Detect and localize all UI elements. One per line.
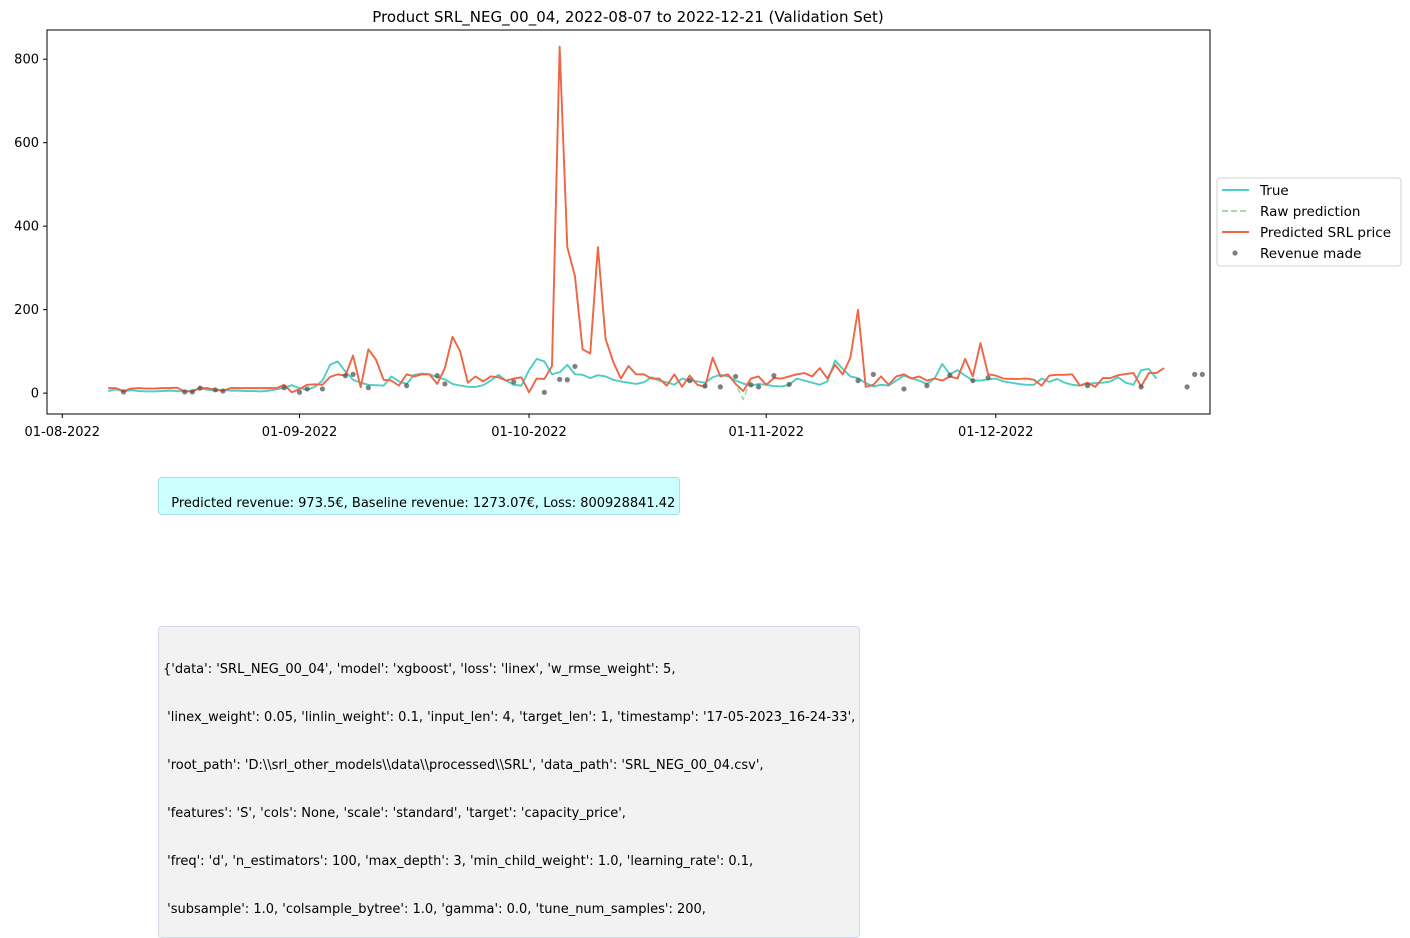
y-tick-label: 0 [31, 387, 39, 402]
params-line: 'linex_weight': 0.05, 'linlin_weight': 0… [163, 710, 856, 725]
revenue-point [220, 388, 226, 394]
revenue-point [182, 389, 188, 395]
legend-label: Revenue made [1260, 246, 1361, 262]
revenue-summary-box: Predicted revenue: 973.5€, Baseline reve… [158, 477, 681, 515]
revenue-point [924, 383, 930, 389]
revenue-point [281, 385, 287, 391]
x-tick-label: 01-11-2022 [728, 425, 804, 440]
revenue-point [564, 377, 570, 383]
legend-frame [1216, 177, 1402, 267]
x-tick-label: 01-12-2022 [958, 425, 1034, 440]
y-tick-label: 600 [14, 136, 39, 151]
plot-area [46, 29, 1211, 415]
revenue-point [342, 373, 348, 379]
legend-label: True [1259, 183, 1289, 199]
y-tick-label: 200 [14, 303, 39, 318]
x-tick-label: 01-08-2022 [25, 425, 101, 440]
y-tick-label: 400 [14, 220, 39, 235]
revenue-point [442, 381, 448, 387]
revenue-point [572, 363, 578, 370]
series-group [108, 45, 1205, 401]
revenue-point [511, 379, 517, 385]
revenue-point [296, 389, 303, 395]
legend-label: Predicted SRL price [1260, 225, 1391, 241]
revenue-point [1184, 384, 1190, 390]
revenue-point [120, 389, 127, 395]
model-params-box: {'data': 'SRL_NEG_00_04', 'model': 'xgbo… [158, 626, 861, 938]
params-line: 'features': 'S', 'cols': None, 'scale': … [163, 806, 626, 821]
revenue-point [434, 373, 440, 379]
revenue-point [557, 376, 563, 382]
revenue-point [755, 384, 762, 390]
line-chart: Product SRL_NEG_00_04, 2022-08-07 to 202… [14, 8, 1402, 440]
revenue-point [702, 383, 708, 389]
params-line: 'subsample': 1.0, 'colsample_bytree': 1.… [163, 902, 706, 917]
plot-frame [46, 29, 1211, 415]
revenue-point [1199, 371, 1205, 377]
revenue-point [212, 387, 218, 393]
revenue-point [947, 372, 953, 378]
series-line-predicted-srl-price [108, 45, 1165, 394]
revenue-point [870, 371, 876, 377]
revenue-point [771, 373, 777, 379]
params-line: 'freq': 'd', 'n_estimators': 100, 'max_d… [163, 854, 754, 869]
revenue-point [985, 375, 991, 381]
revenue-point [717, 384, 723, 390]
revenue-point [970, 378, 976, 384]
params-line: {'data': 'SRL_NEG_00_04', 'model': 'xgbo… [163, 662, 676, 677]
revenue-point [786, 381, 792, 387]
revenue-summary-text: Predicted revenue: 973.5€, Baseline reve… [171, 496, 676, 511]
revenue-point [319, 386, 326, 392]
revenue-point [1138, 384, 1144, 390]
series-line-raw-prediction [108, 45, 1165, 401]
x-tick-label: 01-10-2022 [491, 425, 567, 440]
revenue-point [748, 382, 754, 388]
revenue-point [687, 378, 693, 384]
params-line: 'root_path': 'D:\\srl_other_models\\data… [163, 758, 764, 773]
revenue-point [365, 385, 371, 391]
revenue-point [1192, 371, 1198, 377]
revenue-point [541, 389, 547, 395]
revenue-point [1084, 383, 1091, 389]
legend-swatch [1232, 250, 1238, 256]
revenue-point [197, 385, 203, 391]
y-tick-label: 800 [14, 53, 39, 68]
x-axis: 01-08-2022 01-09-2022 01-10-2022 01-11-2022… [25, 414, 1034, 440]
revenue-point [733, 373, 739, 380]
chart-title: Product SRL_NEG_00_04, 2022-08-07 to 202… [372, 8, 883, 27]
legend: True Raw prediction Predicted SRL price Rev… [1216, 177, 1402, 267]
revenue-point [189, 389, 195, 395]
y-axis: 0 200 400 600 800 [14, 53, 47, 402]
revenue-point [901, 386, 907, 392]
revenue-point [404, 383, 410, 389]
revenue-point [304, 386, 310, 392]
revenue-point [350, 371, 356, 377]
x-tick-label: 01-09-2022 [262, 425, 338, 440]
revenue-point [855, 378, 861, 384]
series-line-true [108, 357, 1158, 393]
legend-label: Raw prediction [1260, 204, 1360, 220]
